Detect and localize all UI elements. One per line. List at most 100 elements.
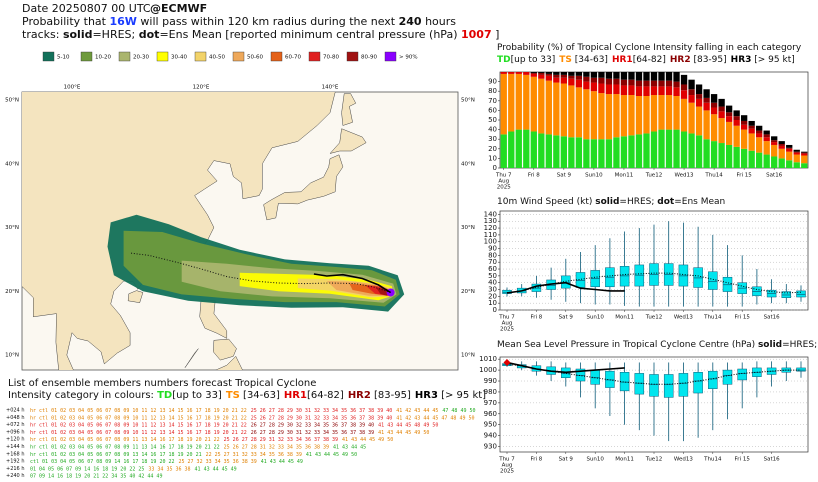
bar-segment [613,78,620,85]
bar-segment [756,137,763,153]
bar-segment [635,134,643,168]
bar-segment [538,78,545,134]
bar-segment [673,87,680,96]
member-group: 41 43 44 45 49 50 [342,437,393,443]
bar-segment [523,129,530,168]
land [184,348,199,368]
legend-label: 80-90 [361,55,377,61]
bar-segment [680,74,688,85]
bar-segment [628,79,635,86]
bar-segment [568,72,575,76]
bar-segment [703,97,710,103]
bar-segment [620,85,628,96]
bar-segment [733,120,740,126]
header-run: hours [422,15,457,28]
lat-label: 40°N [461,161,475,167]
member-group: 41 43 44 45 [333,444,366,450]
row-members: 01 04 05 06 07 09 14 16 18 19 20 22 25 33… [30,466,237,472]
bar-segment [568,85,575,138]
row-lead: +144 h [6,444,25,450]
box [796,367,806,372]
legend-label: 5-10 [57,55,70,61]
bar-segment [553,77,560,83]
legend-swatch [270,51,283,62]
bar-segment [778,141,785,144]
y-tick-label: 110 [484,231,497,239]
member-group: 41 43 44 45 49 [195,466,237,472]
bar-segment [575,75,583,80]
member-group: 22 25 27 31 32 33 34 35 36 38 39 [206,451,302,457]
bar-segment [658,80,665,87]
bar-segment [718,98,725,107]
bar-segment [703,89,710,98]
bar-segment [508,72,515,74]
bar-segment [613,84,620,95]
bar-segment [725,112,733,117]
bar-segment [778,148,785,159]
bar-segment [801,155,808,164]
box [722,369,733,385]
x-tick-label: Tue12 [645,315,662,321]
bar-segment [620,72,628,80]
bar-segment [643,86,650,96]
member-group: 41 43 44 45 49 [261,459,303,465]
bar-segment [801,151,808,153]
map [22,92,405,370]
bar-segment [628,135,635,168]
y-tick-label: 80 [488,251,497,259]
y-tick-label: 0 [493,306,497,314]
category-range: [83-95] [691,55,727,65]
box [619,372,630,392]
chart-title: 10m Wind Speed (kt) solid=HRES; dot=Ens … [497,197,725,207]
bar-segment [695,84,703,95]
legend-swatch [118,51,131,62]
category-range: [> 95 kt] [751,55,794,65]
y-tick-label: 960 [484,410,497,418]
header-run: 16W [109,15,136,28]
bar-segment [650,72,658,81]
bar-segment [613,137,620,168]
x-tick-label: Sun10 [586,315,604,321]
member-group: 41 42 43 44 45 [396,408,438,414]
ens-mean-line [506,364,801,385]
box [634,373,645,395]
x-tick-label: Tue12 [645,173,662,179]
bar-segment [763,154,770,168]
title-run: solid [758,340,782,350]
bar-segment [545,134,552,168]
bar-segment [673,96,680,130]
lat-label: 30°N [5,225,19,231]
x-tick-label: Mon11 [615,315,634,321]
bar-segment [740,120,748,125]
bar-segment [560,72,568,75]
bar-segment [703,139,710,168]
bar-segment [688,89,695,96]
y-tick-label: 120 [484,224,497,232]
bar-segment [680,84,688,91]
bar-segment [553,82,560,136]
bar-segment [598,83,605,94]
y-tick-label: 70 [488,258,497,266]
member-group: hr ctl 01 02 03 04 05 06 07 08 09 10 11 … [30,415,247,421]
bar-segment [673,81,680,88]
bar-segment [695,135,703,168]
bar-segment [778,145,785,149]
bar-segment [560,74,568,78]
x-sublabel: Aug [502,463,513,469]
bar-segment [771,140,778,143]
x-tick-label: Sat16 [764,457,781,463]
bar-segment [710,107,718,115]
box [575,368,586,382]
bar-segment [718,118,725,144]
category-range: [64-82] [307,390,344,401]
bar-segment [508,73,515,132]
bar-segment [725,121,733,145]
member-group: hr ctl 01 02 03 04 05 06 07 08 09 10 11 … [30,429,247,435]
bar-segment [553,72,560,75]
bar-segment [538,74,545,79]
legend-label: 40-50 [209,55,225,61]
member-group: 25 26 27 28 29 30 31 32 33 34 35 36 37 3… [251,415,392,421]
bar-segment [733,116,740,120]
bar-segment [718,143,725,168]
bar-segment [650,95,658,132]
